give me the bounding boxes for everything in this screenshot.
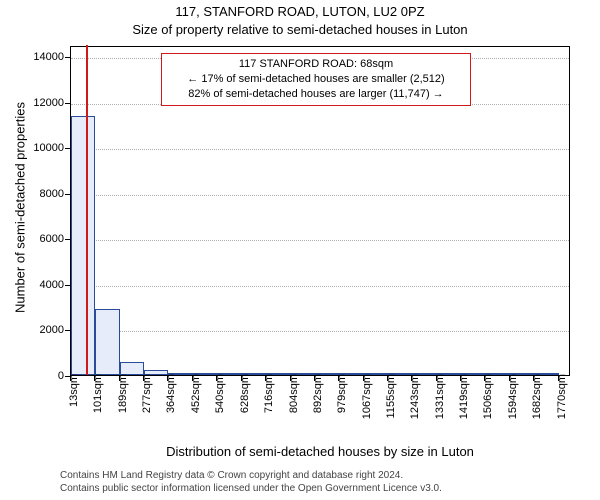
x-tick-label: 1331sqm	[434, 374, 446, 434]
property-marker-line	[86, 45, 88, 375]
x-tick-label: 628sqm	[239, 374, 251, 434]
legend-line: 82% of semi-detached houses are larger (…	[168, 87, 464, 102]
x-tick-label: 892sqm	[312, 374, 324, 434]
y-tick-mark	[65, 239, 70, 240]
legend-line: ← 17% of semi-detached houses are smalle…	[168, 72, 464, 87]
x-tick-label: 1155sqm	[385, 374, 397, 434]
x-ticks: 13sqm 101sqm 189sqm 277sqm 364sqm 452sqm 540sq…	[70, 376, 570, 446]
y-tick-label: 14000	[0, 51, 70, 63]
x-tick-label: 452sqm	[190, 374, 202, 434]
footer-line2: Contains public sector information licen…	[60, 483, 442, 494]
x-tick-label: 540sqm	[214, 374, 226, 434]
y-tick-label: 8000	[0, 188, 70, 200]
x-tick-label: 1594sqm	[507, 374, 519, 434]
plot-area: 117 STANFORD ROAD: 68sqm← 17% of semi-de…	[70, 46, 570, 376]
x-tick-label: 979sqm	[336, 374, 348, 434]
x-tick-label: 1682sqm	[531, 374, 543, 434]
y-tick-label: 6000	[0, 233, 70, 245]
y-ticks: 02000400060008000100001200014000	[0, 46, 70, 376]
y-tick-mark	[65, 57, 70, 58]
gridline	[71, 331, 569, 332]
x-tick-label: 13sqm	[68, 374, 80, 434]
y-tick-mark	[65, 285, 70, 286]
gridline	[71, 149, 569, 150]
y-tick-label: 4000	[0, 279, 70, 291]
y-tick-label: 2000	[0, 324, 70, 336]
y-tick-label: 0	[0, 370, 70, 382]
y-tick-mark	[65, 103, 70, 104]
y-tick-label: 12000	[0, 97, 70, 109]
legend-line: 117 STANFORD ROAD: 68sqm	[168, 57, 464, 72]
gridline	[71, 240, 569, 241]
x-tick-label: 364sqm	[165, 374, 177, 434]
footer-line1: Contains HM Land Registry data © Crown c…	[60, 470, 403, 481]
x-tick-label: 277sqm	[141, 374, 153, 434]
x-tick-label: 189sqm	[117, 374, 129, 434]
chart-title-line1: 117, STANFORD ROAD, LUTON, LU2 0PZ	[0, 4, 600, 19]
y-tick-mark	[65, 330, 70, 331]
x-tick-label: 1419sqm	[458, 374, 470, 434]
x-tick-label: 1243sqm	[409, 374, 421, 434]
x-tick-label: 1506sqm	[482, 374, 494, 434]
x-tick-label: 1770sqm	[556, 374, 568, 434]
gridline	[71, 286, 569, 287]
histogram-bar	[95, 309, 119, 375]
x-tick-label: 716sqm	[263, 374, 275, 434]
figure: { "titles": { "line1": "117, STANFORD RO…	[0, 0, 600, 500]
x-tick-label: 101sqm	[92, 374, 104, 434]
y-tick-mark	[65, 194, 70, 195]
x-tick-label: 1067sqm	[361, 374, 373, 434]
histogram-bar	[71, 116, 95, 375]
y-tick-mark	[65, 148, 70, 149]
x-axis-label: Distribution of semi-detached houses by …	[70, 444, 570, 459]
y-tick-label: 10000	[0, 142, 70, 154]
gridline	[71, 195, 569, 196]
x-tick-label: 804sqm	[288, 374, 300, 434]
chart-title-line2: Size of property relative to semi-detach…	[0, 22, 600, 37]
legend-box: 117 STANFORD ROAD: 68sqm← 17% of semi-de…	[161, 53, 471, 106]
